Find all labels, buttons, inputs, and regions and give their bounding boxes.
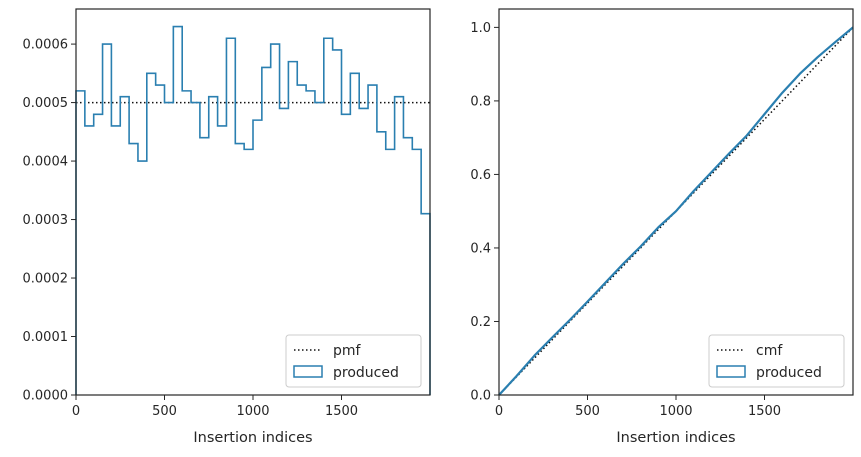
legend-produced-label: produced bbox=[333, 365, 399, 381]
cmf-reference-line bbox=[498, 26, 854, 396]
plot-panel-1: 0 500 1000 1500 0.0000 0.0001 0.0002 0.0003 0.00… bbox=[23, 8, 431, 446]
y-tick-label: 0.0004 bbox=[23, 155, 69, 170]
y-tick-label: 0.0001 bbox=[23, 330, 69, 345]
legend-box bbox=[708, 334, 845, 388]
y-tick-label: 0.0006 bbox=[23, 38, 69, 53]
legend-box bbox=[285, 334, 422, 388]
legend-ref-label: pmf bbox=[333, 343, 362, 359]
x-tick-label: 0 bbox=[72, 404, 80, 419]
produced-step-series bbox=[75, 25, 431, 395]
produced-cumulative-series bbox=[498, 26, 854, 396]
y-tick-label: 1.0 bbox=[470, 21, 491, 36]
y-tick-label: 0.0005 bbox=[23, 96, 69, 111]
y-tick-label: 0.0 bbox=[470, 389, 491, 404]
x-tick-label: 0 bbox=[495, 404, 503, 419]
x-axis-label: Insertion indices bbox=[193, 430, 312, 446]
y-tick-label: 0.8 bbox=[470, 94, 491, 109]
legend: cmf produced bbox=[708, 334, 845, 388]
y-tick-label: 0.2 bbox=[470, 315, 491, 330]
y-tick-label: 0.0000 bbox=[23, 389, 69, 404]
x-tick-label: 1000 bbox=[236, 404, 269, 419]
legend-ref-label: cmf bbox=[756, 343, 783, 359]
x-axis-label: Insertion indices bbox=[616, 430, 735, 446]
y-tick-label: 0.4 bbox=[470, 241, 491, 256]
legend-produced-label: produced bbox=[756, 365, 822, 381]
y-tick-label: 0.0003 bbox=[23, 213, 69, 228]
legend: pmf produced bbox=[285, 334, 422, 388]
y-tick-label: 0.0002 bbox=[23, 272, 69, 287]
x-tick-label: 500 bbox=[575, 404, 600, 419]
legend-produced-swatch bbox=[716, 365, 746, 378]
y-tick-label: 0.6 bbox=[470, 168, 491, 183]
legend-produced-swatch bbox=[293, 365, 323, 378]
x-tick-label: 1000 bbox=[659, 404, 692, 419]
x-tick-label: 1500 bbox=[748, 404, 781, 419]
x-tick-label: 500 bbox=[152, 404, 177, 419]
plot-panel-2: 0 500 1000 1500 0.0 0.2 0.4 0.6 0.8 1.0 Insertion … bbox=[470, 8, 854, 446]
x-tick-label: 1500 bbox=[325, 404, 358, 419]
